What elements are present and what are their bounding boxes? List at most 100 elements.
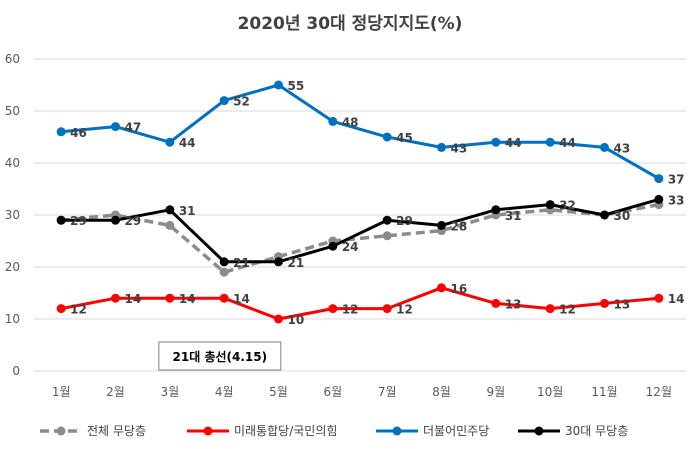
annotation-text: 21대 총선(4.15) xyxy=(173,349,268,364)
legend-swatch-marker xyxy=(203,426,213,436)
data-label: 24 xyxy=(342,240,359,254)
x-tick-label: 4월 xyxy=(215,385,234,399)
data-label: 10 xyxy=(288,313,305,327)
series-3 xyxy=(56,80,664,184)
data-label: 13 xyxy=(505,297,522,311)
data-label: 29 xyxy=(396,214,413,228)
series-line xyxy=(60,202,660,274)
data-label: 14 xyxy=(668,292,685,306)
data-label: 13 xyxy=(614,297,631,311)
data-label: 16 xyxy=(451,282,468,296)
data-point xyxy=(111,293,120,303)
legend-label: 더불어민주당 xyxy=(423,424,489,438)
x-tick-label: 3월 xyxy=(160,385,179,399)
y-axis-ticks: 0 10 20 30 40 50 60 xyxy=(5,52,20,378)
data-label: 32 xyxy=(559,199,576,213)
y-tick-label: 60 xyxy=(5,52,20,66)
data-label: 48 xyxy=(342,115,359,129)
x-tick-label: 5월 xyxy=(269,385,288,399)
legend-item: 30대 무당층 xyxy=(518,424,628,438)
data-point xyxy=(545,200,555,210)
y-tick-label: 50 xyxy=(5,104,20,118)
data-point xyxy=(165,205,175,215)
data-point xyxy=(328,241,338,251)
data-label: 29 xyxy=(70,214,87,228)
series xyxy=(56,80,664,324)
data-point xyxy=(274,314,283,324)
data-label: 12 xyxy=(342,303,359,317)
data-label: 45 xyxy=(396,131,413,145)
data-point xyxy=(600,142,609,152)
data-label: 31 xyxy=(505,209,522,223)
data-point xyxy=(328,304,338,314)
x-tick-label: 7월 xyxy=(378,385,397,399)
x-tick-label: 2월 xyxy=(106,385,125,399)
data-label: 46 xyxy=(70,126,87,140)
data-point xyxy=(545,137,555,147)
data-label: 14 xyxy=(125,292,142,306)
data-label: 37 xyxy=(668,173,685,187)
data-point xyxy=(654,293,664,303)
data-point xyxy=(56,304,66,314)
series-2 xyxy=(56,283,664,324)
data-point xyxy=(491,298,501,308)
data-label: 31 xyxy=(179,204,196,218)
data-point xyxy=(437,142,446,152)
y-tick-label: 30 xyxy=(5,208,20,222)
y-tick-label: 20 xyxy=(5,260,20,274)
data-label: 12 xyxy=(396,303,413,317)
data-point xyxy=(600,210,609,220)
data-label: 29 xyxy=(125,214,142,228)
legend-item: 더불어민주당 xyxy=(376,424,489,438)
data-label: 44 xyxy=(179,136,196,150)
x-tick-label: 9월 xyxy=(486,385,505,399)
data-point xyxy=(382,215,392,225)
data-point xyxy=(491,205,501,215)
data-label: 47 xyxy=(125,121,142,135)
data-label: 44 xyxy=(505,136,522,150)
data-point xyxy=(437,220,446,230)
data-label: 55 xyxy=(288,79,305,93)
x-tick-label: 1월 xyxy=(52,385,71,399)
data-label: 44 xyxy=(559,136,576,150)
legend: 전체 무당층 미래통합당/국민의힘 더불어민주당 30대 무당층 xyxy=(40,424,628,438)
data-label: 30 xyxy=(614,209,631,223)
data-label: 43 xyxy=(451,141,468,155)
data-point xyxy=(382,132,392,142)
x-axis-ticks: 1월 2월 3월 4월 5월 6월 7월 8월 9월 10월 11월 12월 xyxy=(52,385,672,399)
data-point xyxy=(654,194,664,204)
data-label: 28 xyxy=(451,219,468,233)
data-point xyxy=(274,257,283,267)
data-point xyxy=(545,304,555,314)
y-tick-label: 40 xyxy=(5,156,20,170)
series-4 xyxy=(56,194,664,267)
chart-title: 2020년 30대 정당지지도(%) xyxy=(238,14,463,34)
data-point xyxy=(111,215,120,225)
data-label: 52 xyxy=(233,95,250,109)
y-tick-label: 10 xyxy=(5,312,20,326)
legend-label: 미래통합당/국민의힘 xyxy=(234,424,337,438)
data-label: 43 xyxy=(614,141,631,155)
data-point xyxy=(491,137,501,147)
data-label: 21 xyxy=(233,256,250,270)
data-point xyxy=(600,298,609,308)
data-point xyxy=(382,304,392,314)
data-label: 12 xyxy=(559,303,576,317)
legend-label: 전체 무당층 xyxy=(87,424,146,438)
data-point xyxy=(165,220,175,230)
series-line xyxy=(60,286,659,321)
data-point xyxy=(219,267,229,277)
data-point xyxy=(219,257,229,267)
legend-swatch-marker xyxy=(56,426,66,436)
data-point xyxy=(274,80,283,90)
data-point xyxy=(56,215,66,225)
data-point xyxy=(111,122,120,132)
legend-swatch-marker xyxy=(534,426,544,436)
data-label: 14 xyxy=(179,292,196,306)
legend-item: 전체 무당층 xyxy=(40,424,146,438)
x-tick-label: 11월 xyxy=(591,385,617,399)
legend-swatch-marker xyxy=(392,426,402,436)
series-line xyxy=(61,197,660,264)
data-point xyxy=(219,96,229,106)
